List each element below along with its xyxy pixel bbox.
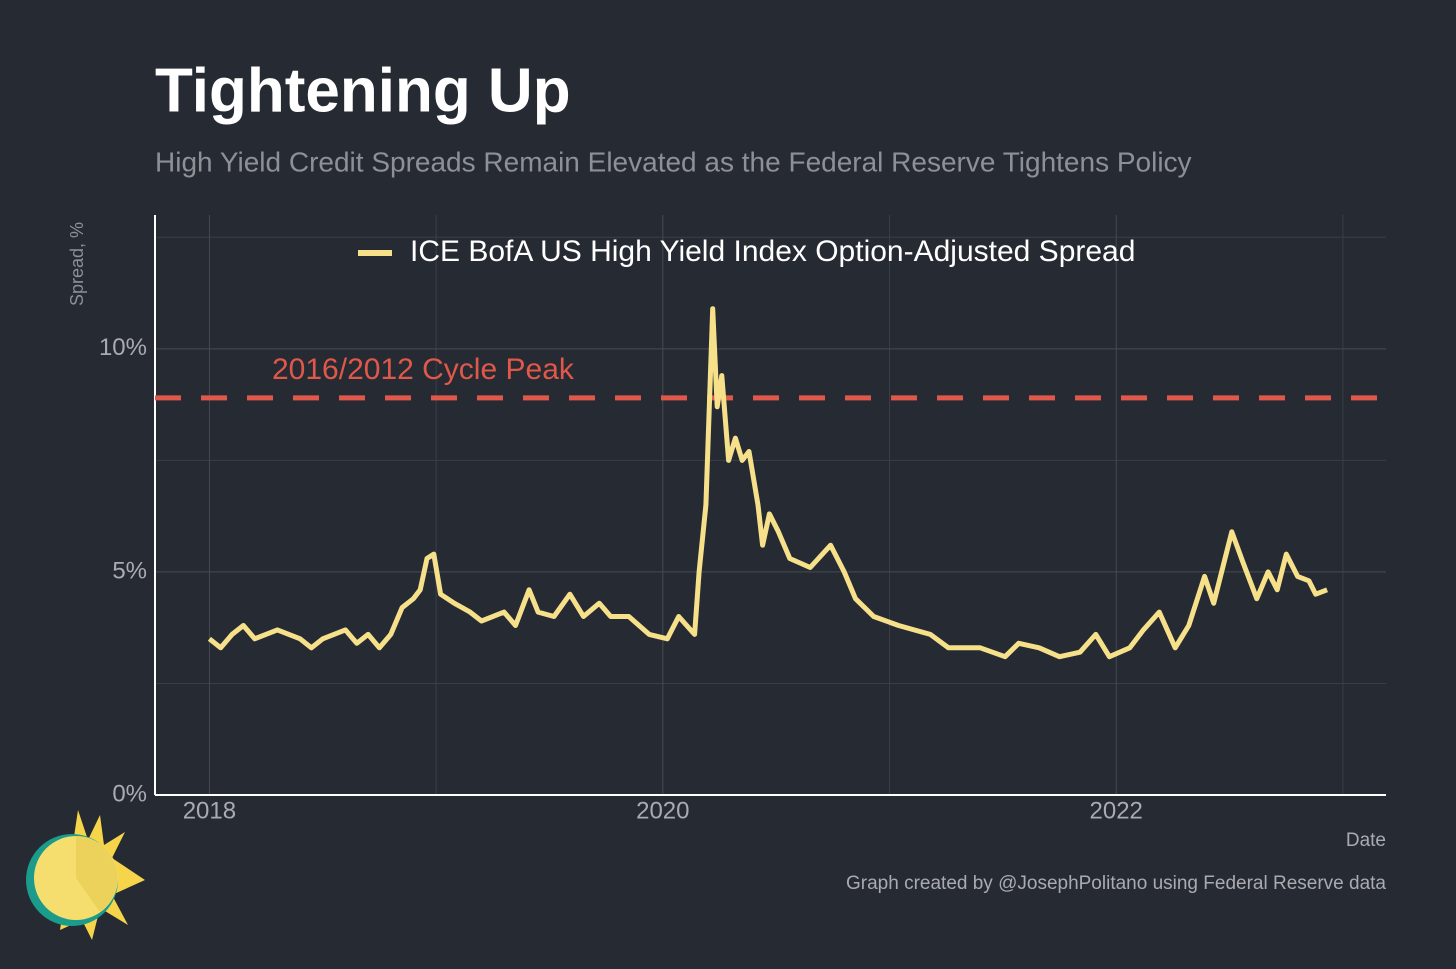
legend-label: ICE BofA US High Yield Index Option-Adju… [410, 235, 1135, 268]
y-axis-label: Spread, % [67, 222, 87, 306]
data-line [207, 306, 1329, 660]
y-tick-label: 10% [99, 334, 147, 361]
chart-subtitle: High Yield Credit Spreads Remain Elevate… [155, 146, 1192, 177]
logo [26, 810, 145, 940]
x-tick-label: 2020 [636, 797, 689, 824]
chart-title: Tightening Up [155, 56, 571, 125]
reference-label: 2016/2012 Cycle Peak [272, 353, 575, 386]
y-tick-label: 0% [112, 780, 147, 807]
y-tick-label: 5% [112, 557, 147, 584]
x-axis-label: Date [1346, 830, 1386, 851]
x-tick-label: 2022 [1090, 797, 1143, 824]
caption: Graph created by @JosephPolitano using F… [846, 873, 1386, 894]
x-tick-label: 2018 [183, 797, 236, 824]
